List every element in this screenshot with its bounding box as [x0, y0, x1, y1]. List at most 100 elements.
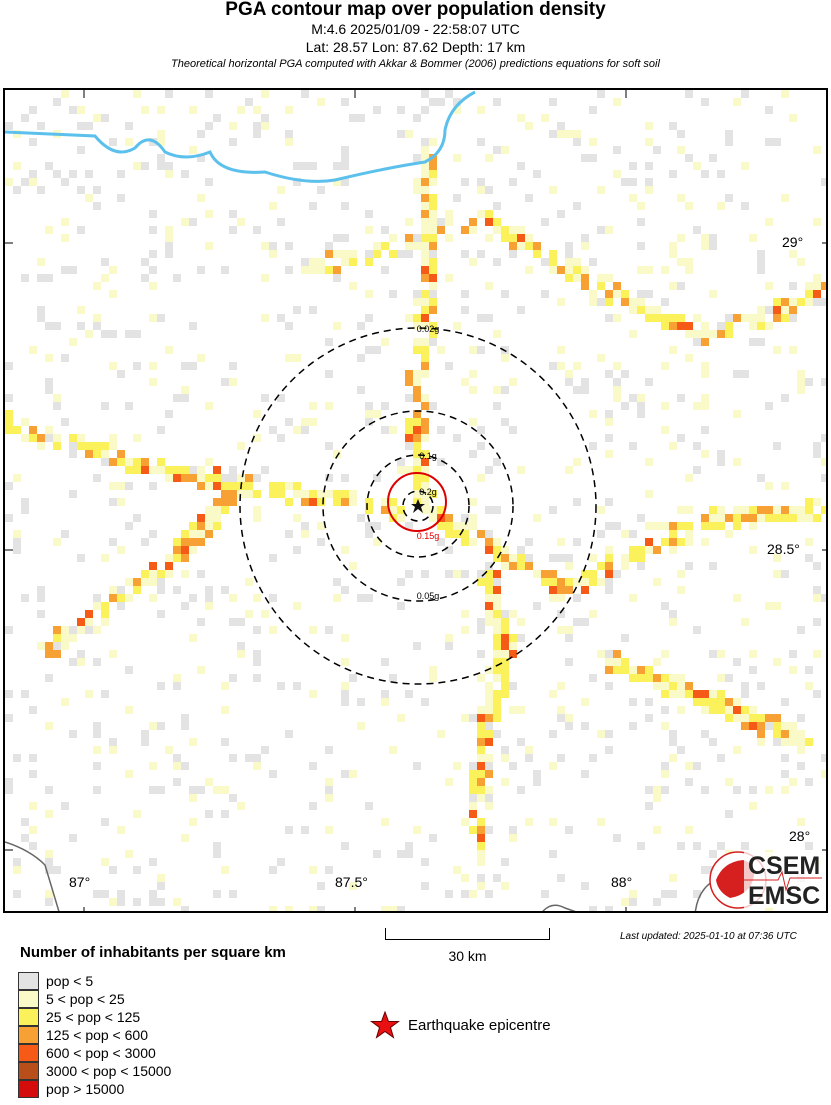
population-cell [349, 882, 357, 890]
population-cell [445, 890, 453, 898]
population-cell [693, 626, 701, 634]
population-cell [421, 418, 429, 426]
population-cell [341, 842, 349, 850]
population-cell [309, 498, 317, 506]
population-cell [453, 434, 461, 442]
population-cell [189, 818, 197, 826]
population-cell [429, 162, 437, 170]
population-cell [157, 722, 165, 730]
population-cell [709, 562, 717, 570]
population-cell [445, 210, 453, 218]
population-cell [277, 394, 285, 402]
population-cell [717, 514, 725, 522]
population-cell [77, 434, 85, 442]
population-cell [85, 690, 93, 698]
population-cell [245, 482, 253, 490]
population-cell [373, 410, 381, 418]
population-cell [613, 98, 621, 106]
population-cell [797, 378, 805, 386]
population-cell [13, 426, 21, 434]
population-cell [701, 538, 709, 546]
population-cell [397, 466, 405, 474]
population-cell [341, 250, 349, 258]
population-cell [109, 746, 117, 754]
population-cell [493, 594, 501, 602]
population-cell [157, 610, 165, 618]
population-cell [493, 674, 501, 682]
population-cell [717, 170, 725, 178]
population-cell [325, 794, 333, 802]
population-cell [381, 426, 389, 434]
population-cell [477, 858, 485, 866]
population-cell [325, 242, 333, 250]
population-cell [669, 282, 677, 290]
population-cell [181, 762, 189, 770]
population-cell [53, 394, 61, 402]
population-map[interactable]: 0.02g 0.05g 0.1g 0.15g 0.2g 29° 28.5° 28° 87… [3, 88, 828, 913]
population-cell [485, 682, 493, 690]
population-cell [813, 498, 821, 506]
population-cell [205, 90, 213, 98]
population-cell [813, 618, 821, 626]
population-cell [285, 138, 293, 146]
population-cell [13, 858, 21, 866]
population-cell [221, 378, 229, 386]
population-cell [421, 354, 429, 362]
population-cell [581, 698, 589, 706]
population-cell [797, 298, 805, 306]
population-cell [453, 522, 461, 530]
population-cell [629, 890, 637, 898]
population-cell [453, 194, 461, 202]
population-cell [421, 570, 429, 578]
population-cell [637, 218, 645, 226]
event-location: Lat: 28.57 Lon: 87.62 Depth: 17 km [305, 39, 526, 55]
population-cell [597, 650, 605, 658]
population-cell [453, 98, 461, 106]
population-cell [589, 674, 597, 682]
population-cell [485, 786, 493, 794]
method-note: Theoretical horizontal PGA computed with… [171, 58, 660, 70]
population-cell [485, 602, 493, 610]
population-cell [157, 898, 165, 906]
population-cell [605, 730, 613, 738]
population-cell [101, 690, 109, 698]
population-cell [381, 906, 389, 911]
population-cell [717, 522, 725, 530]
population-cell [813, 298, 821, 306]
population-cell [421, 250, 429, 258]
population-cell [461, 714, 469, 722]
population-cell [749, 802, 757, 810]
population-cell [413, 370, 421, 378]
population-cell [685, 266, 693, 274]
population-cell [349, 562, 357, 570]
population-cell [21, 506, 29, 514]
population-cell [741, 706, 749, 714]
population-cell [477, 618, 485, 626]
population-cell [629, 306, 637, 314]
population-cell [765, 282, 773, 290]
population-cell [421, 290, 429, 298]
population-cell [221, 810, 229, 818]
population-cell [413, 826, 421, 834]
population-cell [189, 146, 197, 154]
population-cell [285, 242, 293, 250]
population-cell [29, 802, 37, 810]
population-cell [93, 282, 101, 290]
population-cell [133, 90, 141, 98]
population-cell [429, 666, 437, 674]
population-cell [789, 730, 797, 738]
population-cell [701, 786, 709, 794]
population-cell [85, 122, 93, 130]
population-cell [341, 202, 349, 210]
population-cell [605, 650, 613, 658]
population-cell [493, 146, 501, 154]
population-cell [213, 482, 221, 490]
population-cell [421, 138, 429, 146]
population-cell [661, 602, 669, 610]
population-cell [197, 466, 205, 474]
population-cell [413, 434, 421, 442]
population-cell [613, 362, 621, 370]
population-cell [405, 234, 413, 242]
population-cell [661, 538, 669, 546]
population-cell [661, 682, 669, 690]
